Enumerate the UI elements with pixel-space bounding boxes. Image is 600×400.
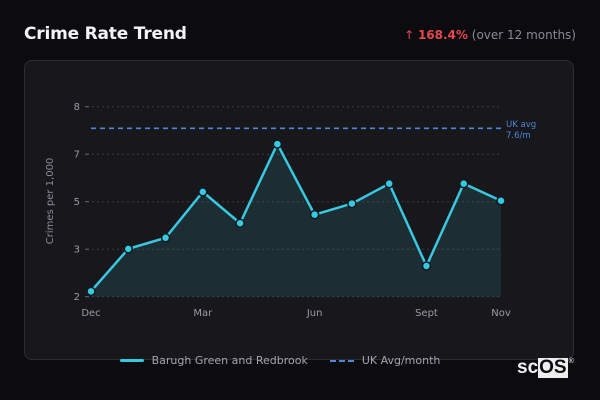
data-point[interactable]	[384, 178, 394, 189]
series-area-fill	[91, 144, 501, 297]
x-tick-label: Jun	[306, 308, 323, 319]
data-point[interactable]	[86, 286, 96, 297]
data-point[interactable]	[235, 218, 245, 228]
series-points	[86, 139, 506, 297]
legend-item-series[interactable]: Barugh Green and Redbrook	[119, 354, 308, 367]
x-tick-label: Mar	[193, 308, 213, 319]
data-point[interactable]	[421, 261, 432, 271]
x-tick-label: Nov	[491, 308, 511, 319]
chart-card	[24, 60, 574, 360]
y-tick-label: 8	[74, 102, 80, 113]
legend-series-label: Barugh Green and Redbrook	[151, 354, 308, 367]
y-axis: 2 3 5 7 8	[74, 102, 89, 303]
y-tick-label: 2	[74, 292, 80, 303]
dashed-line-swatch-icon	[329, 359, 354, 362]
change-period: (over 12 months)	[471, 28, 576, 42]
reference-label-value: 7.6/m	[506, 131, 531, 141]
y-axis-title: Crimes per 1,000	[45, 158, 56, 245]
x-tick-label: Sept	[415, 308, 438, 319]
y-tick-label: 7	[74, 150, 80, 161]
change-percent: 168.4%	[417, 28, 468, 42]
legend-reference-label: UK Avg/month	[361, 354, 441, 367]
change-indicator: ↑ 168.4% (over 12 months)	[404, 28, 576, 42]
scos-logo: sc OS ®	[517, 358, 574, 378]
data-point[interactable]	[347, 198, 357, 209]
series-line	[90, 142, 502, 293]
data-point[interactable]	[272, 139, 283, 149]
data-point[interactable]	[458, 178, 469, 189]
registered-mark-icon: ®	[568, 358, 574, 365]
legend-item-uk-average[interactable]: UK Avg/month	[329, 354, 441, 367]
chart-legend: Barugh Green and Redbrook UK Avg/month	[0, 354, 600, 367]
page-title: Crime Rate Trend	[24, 24, 187, 44]
reference-label-name: UK avg	[506, 120, 536, 130]
y-tick-label: 5	[74, 197, 80, 208]
data-point[interactable]	[198, 187, 208, 197]
data-point[interactable]	[160, 233, 171, 243]
data-point[interactable]	[309, 209, 320, 220]
logo-text-os: OS	[538, 357, 568, 378]
data-point[interactable]	[123, 244, 134, 254]
x-tick-label: Dec	[81, 308, 100, 319]
x-axis: Dec Mar Jun Sept Nov	[81, 308, 511, 319]
trend-up-arrow-icon: ↑	[404, 28, 415, 42]
logo-text-sc: sc	[517, 357, 539, 378]
y-tick-label: 3	[74, 245, 80, 256]
data-point[interactable]	[496, 196, 506, 206]
solid-line-swatch-icon	[119, 359, 144, 362]
